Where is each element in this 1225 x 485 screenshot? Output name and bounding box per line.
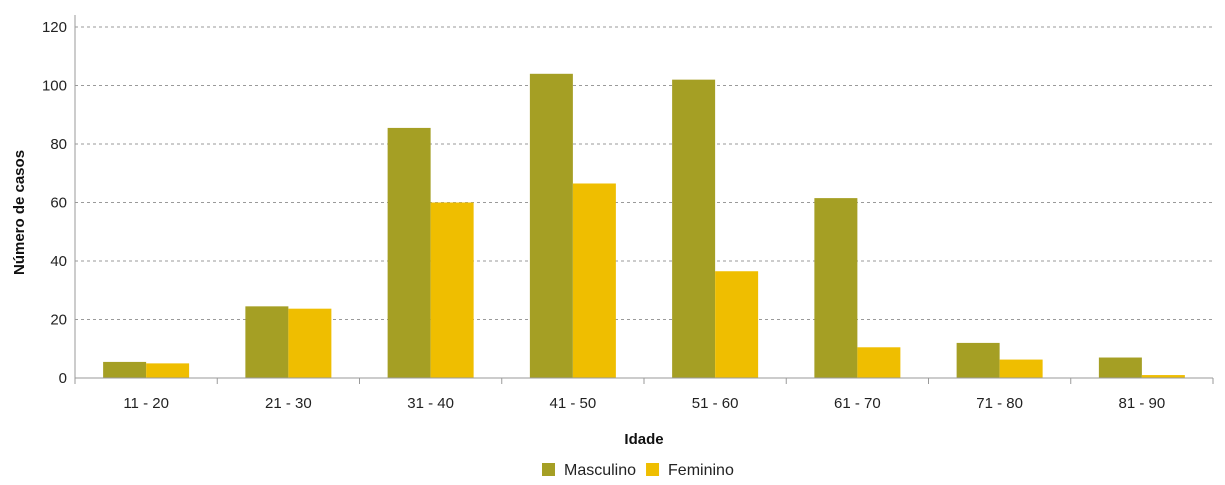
x-tick-labels: 11 - 20 21 - 30 31 - 40 41 - 50 51 - 60 61 - … xyxy=(123,395,1165,412)
x-tick-label: 11 - 20 xyxy=(123,395,169,412)
bar-masculino-8 xyxy=(1098,357,1142,378)
y-axis-title: Número de casos xyxy=(11,150,28,275)
axes xyxy=(74,15,1214,384)
bar-masculino-5 xyxy=(672,79,716,379)
x-tick-label: 51 - 60 xyxy=(692,395,739,412)
legend-swatch-masculino xyxy=(542,463,555,476)
bars xyxy=(103,73,1185,379)
bar-masculino-1 xyxy=(103,361,147,378)
bar-feminino-2 xyxy=(288,308,332,378)
y-tick-label: 20 xyxy=(50,312,67,329)
legend-label-masculino: Masculino xyxy=(564,462,636,479)
y-tick-label: 60 xyxy=(50,195,67,212)
x-axis-title: Idade xyxy=(624,431,663,448)
gridlines xyxy=(75,26,1213,320)
y-tick-label: 40 xyxy=(50,253,67,270)
legend-swatch-feminino xyxy=(646,463,660,476)
bar-masculino-2 xyxy=(245,306,289,378)
x-tick-label: 81 - 90 xyxy=(1119,395,1166,412)
x-tick-label: 41 - 50 xyxy=(550,395,597,412)
y-tick-labels: 0 20 40 60 80 100 120 xyxy=(42,19,67,387)
x-tick-label: 71 - 80 xyxy=(976,395,1023,412)
bar-masculino-4 xyxy=(529,73,573,379)
bar-feminino-6 xyxy=(857,347,901,378)
bar-feminino-8 xyxy=(1141,375,1185,378)
legend: Masculino Feminino xyxy=(542,462,734,479)
y-tick-label: 0 xyxy=(59,370,67,387)
y-tick-label: 100 xyxy=(42,78,67,95)
bar-masculino-6 xyxy=(814,198,858,378)
y-tick-label: 80 xyxy=(50,136,67,153)
y-tick-label: 120 xyxy=(42,19,67,36)
bar-feminino-4 xyxy=(572,183,616,378)
bar-feminino-5 xyxy=(715,271,759,378)
bar-feminino-7 xyxy=(999,359,1043,378)
bar-feminino-1 xyxy=(146,363,190,378)
x-tick-label: 31 - 40 xyxy=(407,395,454,412)
bar-masculino-3 xyxy=(387,127,431,378)
bar-feminino-3 xyxy=(430,202,474,378)
legend-label-feminino: Feminino xyxy=(668,462,734,479)
x-tick-label: 21 - 30 xyxy=(265,395,312,412)
x-tick-label: 61 - 70 xyxy=(834,395,881,412)
bar-masculino-7 xyxy=(956,342,1000,378)
